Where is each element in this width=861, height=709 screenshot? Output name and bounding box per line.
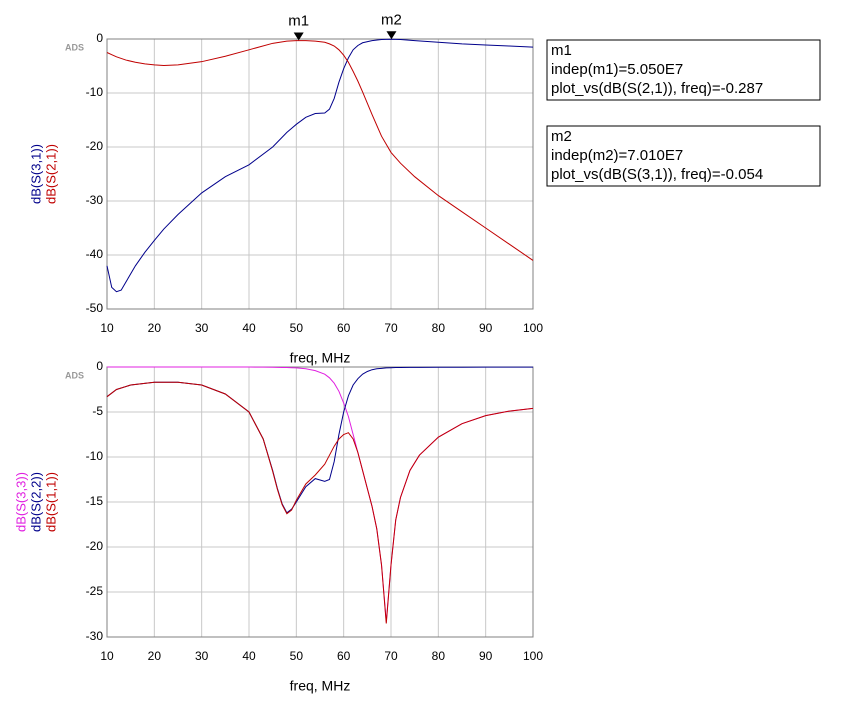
marker-box-name: m1 — [551, 42, 572, 59]
y-tick-label: -25 — [86, 584, 104, 598]
x-tick-label: 10 — [100, 321, 114, 335]
series-line — [107, 366, 534, 622]
marker-box-line: indep(m1)=5.050E7 — [551, 61, 683, 78]
x-tick-label: 80 — [432, 649, 446, 663]
x-tick-label: 70 — [384, 321, 398, 335]
y-axis-label: dB(S(1,1)) — [43, 472, 58, 532]
x-tick-label: 100 — [523, 649, 543, 663]
x-tick-label: 30 — [195, 649, 209, 663]
x-tick-label: 80 — [432, 321, 446, 335]
y-tick-label: -20 — [86, 539, 104, 553]
y-tick-label: 0 — [96, 359, 103, 373]
y-axis-label: dB(S(3,1)) — [28, 144, 43, 204]
x-tick-label: 40 — [242, 321, 256, 335]
marker-box-name: m2 — [551, 128, 572, 145]
y-tick-label: -15 — [86, 494, 104, 508]
x-tick-label: 20 — [148, 321, 162, 335]
x-tick-label: 90 — [479, 649, 493, 663]
marker-box-line: plot_vs(dB(S(2,1)), freq)=-0.287 — [551, 80, 763, 97]
marker-box — [546, 39, 821, 101]
plot-frame — [106, 366, 534, 638]
y-tick-label: -40 — [86, 247, 104, 261]
watermark: ADS — [65, 42, 84, 52]
y-axis-label: dB(S(2,1)) — [43, 144, 58, 204]
x-tick-label: 70 — [384, 649, 398, 663]
x-axis-label: freq, MHz — [290, 350, 351, 366]
x-tick-label: 20 — [148, 649, 162, 663]
marker-box — [546, 125, 821, 187]
series-line — [106, 381, 534, 624]
marker-name: m1 — [288, 13, 309, 30]
plot-frame — [106, 38, 534, 310]
marker-triangle — [386, 31, 397, 40]
y-tick-label: -50 — [86, 301, 104, 315]
x-tick-label: 60 — [337, 649, 351, 663]
y-tick-label: -10 — [86, 85, 104, 99]
series-line — [106, 38, 534, 293]
marker-box-line: indep(m2)=7.010E7 — [551, 147, 683, 164]
x-tick-label: 10 — [100, 649, 114, 663]
y-tick-label: -5 — [92, 404, 103, 418]
y-axis-label: dB(S(3,3)) — [13, 472, 28, 532]
y-tick-label: -10 — [86, 449, 104, 463]
x-tick-label: 50 — [290, 649, 304, 663]
y-axis-label: dB(S(2,2)) — [28, 472, 43, 532]
x-axis-label: freq, MHz — [290, 678, 351, 694]
x-tick-label: 60 — [337, 321, 351, 335]
y-tick-label: -20 — [86, 139, 104, 153]
y-tick-label: -30 — [86, 193, 104, 207]
y-tick-label: -30 — [86, 629, 104, 643]
x-tick-label: 30 — [195, 321, 209, 335]
marker-triangle — [293, 32, 304, 41]
x-tick-label: 100 — [523, 321, 543, 335]
series-line — [106, 40, 534, 261]
watermark: ADS — [65, 370, 84, 380]
y-tick-label: 0 — [96, 31, 103, 45]
marker-box-line: plot_vs(dB(S(3,1)), freq)=-0.054 — [551, 166, 763, 183]
marker-name: m2 — [381, 11, 402, 28]
x-tick-label: 50 — [290, 321, 304, 335]
x-tick-label: 90 — [479, 321, 493, 335]
series-line — [106, 366, 533, 514]
x-tick-label: 40 — [242, 649, 256, 663]
